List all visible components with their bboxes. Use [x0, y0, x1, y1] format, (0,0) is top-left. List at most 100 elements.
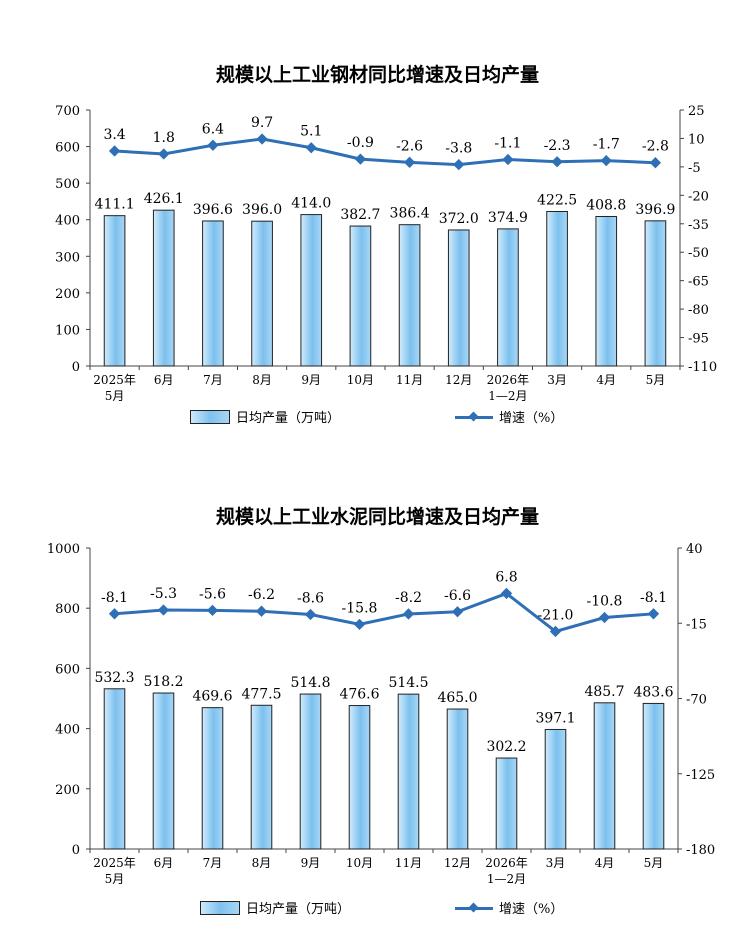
bar: [103, 215, 126, 367]
growth-value-label: -1.7: [593, 137, 620, 153]
bar-value-label: 396.0: [242, 202, 282, 218]
bar: [642, 702, 665, 850]
growth-point: [649, 157, 662, 169]
growth-line: [114, 591, 654, 634]
growth-point: [157, 604, 170, 616]
left-tick-label: 100: [55, 323, 80, 338]
bar-value-label: 397.1: [535, 710, 575, 726]
bar: [398, 224, 421, 367]
growth-value-label: -2.6: [396, 138, 423, 154]
growth-point: [402, 608, 415, 620]
growth-point: [647, 608, 660, 620]
bar-value-label: 477.5: [241, 686, 281, 702]
growth-point: [551, 156, 563, 168]
growth-point: [403, 156, 416, 168]
growth-point: [354, 153, 367, 165]
left-tick-label: 700: [55, 104, 80, 119]
category-label: 4月: [596, 373, 616, 387]
category-label: 4月: [595, 856, 615, 870]
growth-value-label: -8.1: [101, 590, 128, 606]
growth-line: [114, 137, 656, 167]
category-label: 8月: [252, 373, 272, 387]
right-tick-label: -125: [686, 768, 715, 783]
category-label: 7月: [203, 373, 223, 387]
category-label: 12月: [445, 373, 472, 387]
category-label: 6月: [154, 373, 174, 387]
category-label: 7月: [203, 856, 223, 870]
growth-point: [353, 618, 366, 631]
growth-value-label: -1.1: [494, 135, 521, 151]
category-label: 3月: [546, 856, 566, 870]
growth-value-label: -2.8: [642, 139, 669, 155]
growth-point: [256, 133, 268, 145]
bar-value-label: 483.6: [633, 684, 673, 700]
bar-value-label: 426.1: [144, 191, 184, 207]
category-label: 9月: [301, 373, 321, 387]
growth-value-label: -5.6: [199, 586, 226, 602]
category-label: 5月: [644, 856, 664, 870]
category-label: 5月: [646, 373, 666, 387]
growth-value-label: -5.3: [150, 586, 177, 602]
right-tick-label: -50: [688, 246, 709, 261]
growth-point: [502, 153, 514, 166]
bar-value-label: 514.5: [388, 675, 428, 691]
growth-value-label: -2.3: [544, 138, 571, 154]
bar-value-label: 386.4: [390, 206, 430, 222]
growth-point: [451, 606, 464, 618]
growth-value-label: -15.8: [342, 600, 378, 616]
legend-line-swatch: [455, 411, 493, 423]
bar-value-label: 374.9: [488, 210, 528, 226]
left-tick-label: 200: [55, 287, 80, 302]
growth-point: [304, 608, 317, 621]
growth-value-label: 1.8: [153, 130, 175, 146]
cement-chart: 规模以上工业水泥同比增速及日均产量 0 200 400 600 800 1000 -180 -…: [0, 490, 755, 930]
growth-value-label: -21.0: [538, 607, 574, 623]
bar: [349, 225, 372, 367]
bar-value-label: 514.8: [290, 675, 330, 691]
bar: [644, 220, 667, 367]
bar-value-label: 422.5: [537, 192, 577, 208]
category-label: 10月: [346, 856, 373, 870]
right-tick-label: -15: [686, 617, 707, 632]
bar: [544, 728, 567, 850]
bar: [250, 704, 273, 850]
right-tick-label: -95: [688, 332, 709, 347]
left-tick-label: 0: [72, 843, 80, 858]
bar-value-label: 469.6: [192, 689, 232, 705]
growth-point: [108, 145, 121, 157]
growth-point: [158, 148, 170, 160]
bar: [397, 693, 420, 850]
growth-value-label: 5.1: [300, 124, 322, 140]
left-tick-label: 400: [55, 214, 80, 229]
growth-value-label: -10.8: [587, 594, 623, 610]
bar-value-label: 518.2: [143, 674, 183, 690]
category-label: 6月: [154, 856, 174, 870]
growth-value-label: -3.8: [445, 141, 472, 157]
category-label: 2026年: [485, 856, 528, 870]
right-tick-label: 40: [686, 542, 703, 557]
legend-bar-entry: 日均产量（万吨）: [200, 898, 350, 917]
right-tick-label: -80: [688, 303, 709, 318]
growth-point: [600, 154, 612, 167]
left-tick-label: 600: [55, 662, 80, 677]
category-label: 8月: [252, 856, 272, 870]
cement-chart-svg: 0 200 400 600 800 1000 -180 -125 -70 -15 40 532.3 51…: [47, 542, 715, 886]
category-label: 2025年: [93, 856, 136, 870]
bar-value-label: 396.9: [635, 202, 675, 218]
bar: [348, 705, 371, 850]
left-tick-label: 1000: [47, 542, 80, 557]
legend-bar-swatch: [200, 900, 240, 915]
category-label: 11月: [396, 373, 423, 387]
bar: [447, 229, 470, 367]
bar: [497, 228, 519, 367]
legend-bar-label: 日均产量（万吨）: [236, 411, 341, 426]
category-label: 12月: [444, 856, 471, 870]
steel-chart-svg: 0 100 200 300 400 500 600 700 -110 -95 -80 -65 -50 -3…: [55, 104, 717, 403]
growth-point: [255, 605, 268, 617]
category-label: 5月: [105, 389, 125, 403]
growth-point: [206, 604, 219, 617]
bar: [152, 692, 175, 850]
category-label: 2025年: [93, 373, 136, 387]
category-label: 10月: [347, 373, 374, 387]
growth-value-label: -6.2: [248, 587, 275, 603]
